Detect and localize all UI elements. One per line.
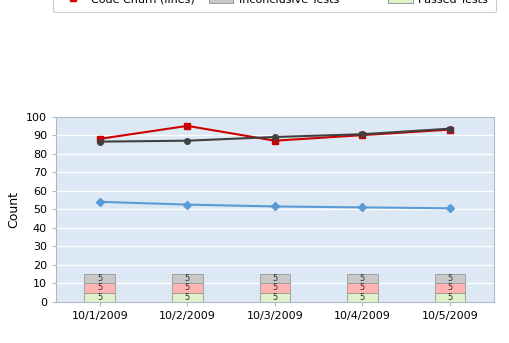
Text: 5: 5 bbox=[185, 274, 190, 283]
Bar bbox=[435, 274, 465, 283]
Bar bbox=[172, 283, 203, 293]
Bar bbox=[84, 274, 115, 283]
Text: 5: 5 bbox=[185, 283, 190, 293]
Text: 5: 5 bbox=[272, 274, 277, 283]
Legend: Active Bugs (count), Code Churn (lines), Code Coverage (percent), Inconclusive T: Active Bugs (count), Code Churn (lines),… bbox=[53, 0, 496, 12]
Text: 5: 5 bbox=[360, 283, 365, 293]
Text: 5: 5 bbox=[97, 293, 102, 302]
Bar bbox=[260, 293, 290, 302]
Bar bbox=[84, 283, 115, 293]
Bar bbox=[172, 274, 203, 283]
Bar bbox=[260, 274, 290, 283]
Bar bbox=[347, 274, 378, 283]
Text: 5: 5 bbox=[360, 293, 365, 302]
Text: 5: 5 bbox=[360, 274, 365, 283]
Text: 5: 5 bbox=[97, 283, 102, 293]
Bar bbox=[435, 283, 465, 293]
Bar bbox=[435, 293, 465, 302]
Text: 5: 5 bbox=[447, 293, 453, 302]
Bar bbox=[347, 283, 378, 293]
Bar bbox=[347, 293, 378, 302]
Y-axis label: Count: Count bbox=[8, 191, 20, 228]
Text: 5: 5 bbox=[97, 274, 102, 283]
Bar bbox=[172, 293, 203, 302]
Text: 5: 5 bbox=[185, 293, 190, 302]
Text: 5: 5 bbox=[447, 283, 453, 293]
Text: 5: 5 bbox=[272, 283, 277, 293]
Text: 5: 5 bbox=[272, 293, 277, 302]
Bar bbox=[260, 283, 290, 293]
Text: 5: 5 bbox=[447, 274, 453, 283]
Bar bbox=[84, 293, 115, 302]
